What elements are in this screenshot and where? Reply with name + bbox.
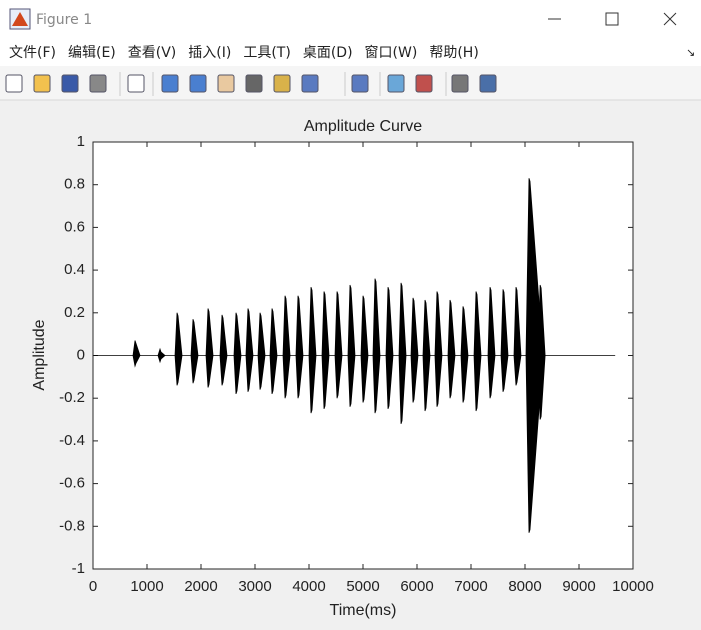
toolbar-icons [5,72,497,96]
menu-item[interactable]: 桌面(D) [303,45,353,61]
toolbar-button[interactable] [245,74,263,93]
toolbar-button[interactable] [415,74,433,93]
x-tick-label: 5000 [346,578,379,595]
menu-item[interactable]: 帮助(H) [429,45,478,61]
toolbar-button[interactable] [127,74,145,93]
menu-item[interactable]: 工具(T) [243,45,290,61]
chart-title: Amplitude Curve [304,118,422,135]
burst [500,289,509,392]
window-title: Figure 1 [36,12,92,28]
toolbar-button[interactable] [451,74,469,93]
x-tick-label: 1000 [130,578,163,595]
y-tick-label: -0.6 [59,475,85,492]
burst [447,299,456,399]
toolbar-button[interactable] [33,74,51,93]
burst [434,291,443,407]
toolbar-button[interactable] [61,74,79,93]
y-tick-label: 1 [77,133,85,150]
toolbar-button[interactable] [301,74,319,93]
x-tick-label: 3000 [238,578,271,595]
y-tick-label: -0.2 [59,389,85,406]
burst [219,314,228,386]
menu-item[interactable]: 文件(F) [9,45,56,61]
burst [295,295,304,399]
toolbar-button[interactable] [161,74,179,93]
burst [347,284,356,407]
y-tick-label: -0.4 [59,432,85,449]
burst [245,308,254,392]
burst [422,299,431,412]
x-tick-label: 4000 [292,578,325,595]
toolbar-button[interactable] [89,74,107,93]
y-tick-label: 0.2 [64,304,85,321]
menu-item[interactable]: 查看(V) [128,45,177,61]
y-tick-label: 0.8 [64,176,85,193]
burst [257,312,266,390]
x-axis-label: Time(ms) [330,602,397,619]
y-tick-label: 0.4 [64,261,85,278]
burst [233,312,242,395]
toolbar-button[interactable] [351,74,369,93]
toolbar-button[interactable] [5,74,23,93]
maximize-button[interactable] [605,12,619,26]
burst [205,308,214,388]
burst [174,312,183,386]
menu-arrow: ↘ [686,46,695,59]
toolbar [0,66,701,100]
burst [487,287,496,399]
burst [385,287,394,410]
y-tick-label: -1 [72,560,85,577]
y-tick-label: -0.8 [59,517,85,534]
toolbar-button[interactable] [189,74,207,93]
burst [308,287,317,414]
x-tick-label: 10000 [612,578,654,595]
x-tick-label: 8000 [508,578,541,595]
burst [321,291,330,410]
app-icon-shape [12,12,28,26]
burst [460,306,469,403]
menu-item[interactable]: 插入(I) [188,45,231,61]
close-button[interactable] [663,12,677,26]
x-tick-label: 7000 [454,578,487,595]
x-tick-label: 9000 [562,578,595,595]
y-axis-label: Amplitude [31,319,48,390]
y-tick-label: 0 [77,346,85,363]
burst [157,347,166,364]
burst [269,308,278,395]
burst [473,291,482,412]
burst [513,287,522,386]
burst [282,295,291,399]
burst [410,297,419,403]
axes-box [92,141,634,570]
y-tick-label: 0.6 [64,218,85,235]
menu-item[interactable]: 窗口(W) [365,44,418,61]
burst [360,295,369,403]
toolbar-button[interactable] [273,74,291,93]
toolbar-button[interactable] [387,74,405,93]
burst [537,284,546,420]
burst [334,291,343,399]
burst [398,282,407,424]
x-tick-label: 2000 [184,578,217,595]
x-tick-label: 0 [89,578,97,595]
burst [372,278,381,414]
menu-item[interactable]: 编辑(E) [68,45,116,61]
toolbar-button[interactable] [217,74,235,93]
toolbar-button[interactable] [479,74,497,93]
burst [190,319,199,384]
x-tick-label: 6000 [400,578,433,595]
burst [132,340,141,368]
